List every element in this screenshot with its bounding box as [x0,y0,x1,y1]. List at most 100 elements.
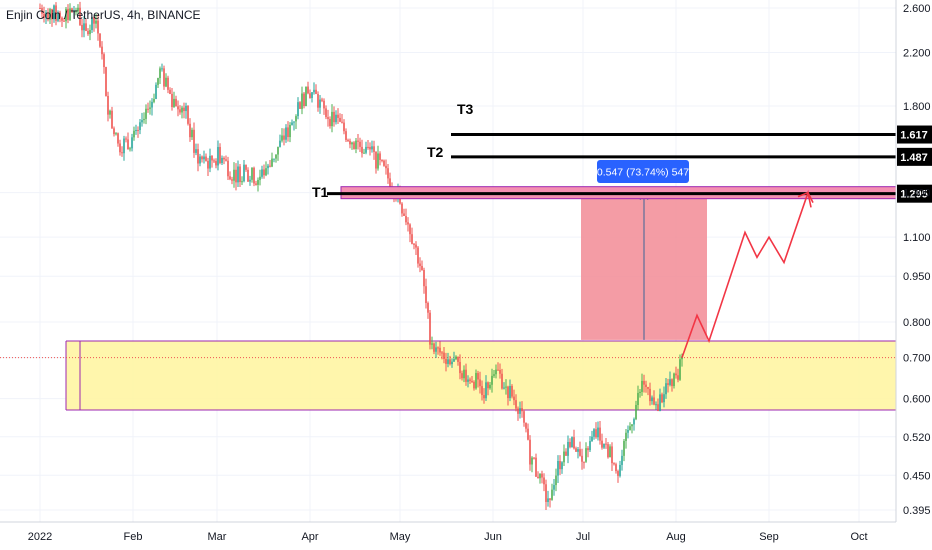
candle [301,86,303,115]
candle [475,369,477,390]
candle-body [641,380,643,392]
candle-body [77,7,79,12]
candle-body [103,54,105,68]
candle [489,381,491,390]
candle [493,369,495,378]
candle-body [643,380,645,385]
candle-body [655,404,657,406]
candle-body [567,441,569,456]
candle-body [177,106,179,110]
candle [307,81,309,95]
measure-label-bg [597,160,689,183]
candle [87,28,89,36]
candle [523,409,525,427]
candle [249,175,251,186]
candle-body [379,153,381,160]
candle-body [111,110,113,129]
candle [353,141,355,150]
candle-body [341,121,343,123]
candle-body [333,111,335,123]
candle [653,390,655,406]
candle [545,479,547,511]
candle [521,401,523,418]
candle [665,378,667,399]
candle [343,119,345,135]
candle [155,82,157,100]
price-tag: 1.487 [900,152,928,164]
candle-body [557,461,559,476]
candle [73,5,75,18]
y-tick-label: 2.600 [903,3,931,15]
candle-body [209,155,211,169]
candle-body [61,17,63,21]
candle-body [219,146,221,164]
candle-body [607,444,609,458]
candle [51,8,53,27]
candle-body [149,107,151,109]
candle [641,373,643,396]
candle-body [327,117,329,119]
candle-body [201,156,203,160]
candle-body [227,160,229,177]
candle-body [143,118,145,121]
candle-body [185,105,187,112]
candle [579,441,581,457]
candle [221,155,223,165]
price-tag-bg [897,184,932,203]
candle [499,363,501,379]
candle-body [569,441,571,448]
candle-body [669,379,671,385]
candle-body [613,463,615,465]
candle-body [523,411,525,423]
candle [67,4,69,24]
candle-body [181,107,183,113]
candle-body [53,5,55,20]
candle-body [347,139,349,141]
candle [639,388,641,398]
candle [577,446,579,459]
candle-body [153,98,155,102]
candle-body [487,382,489,389]
candle-body [565,451,567,456]
candle [93,16,95,32]
candle [481,380,483,401]
candle-body [79,7,81,25]
candle-body [513,396,515,401]
target-lines: T1 1.295 T2 1.487 T3 1.617 [312,101,932,203]
candle-body [237,166,239,183]
candle [549,498,551,508]
candle-body [275,154,277,159]
candle [143,112,145,124]
candle [253,166,255,187]
candle [615,462,617,474]
candle [261,165,263,179]
candle-body [407,222,409,225]
candle [441,351,443,360]
candle [267,163,269,175]
candle-body [651,397,653,402]
candle-body [625,432,627,441]
candle-body [605,443,607,445]
candle [599,421,601,445]
candle-body [635,404,637,420]
candle [591,430,593,442]
candle [637,385,639,411]
candle-body [291,122,293,125]
x-tick-label: Oct [850,531,867,543]
x-tick-label: Jun [484,531,502,543]
candle [647,386,649,396]
candle [569,438,571,449]
candle [671,378,673,392]
candle-body [355,140,357,149]
candle-body [507,386,509,399]
candle [121,146,123,157]
candle-body [627,429,629,433]
candle [171,88,173,111]
candle-body [437,347,439,349]
candle-body [97,20,99,34]
candle [75,7,77,16]
candle-body [119,143,121,153]
candle [107,91,109,122]
candle-body [373,146,375,152]
